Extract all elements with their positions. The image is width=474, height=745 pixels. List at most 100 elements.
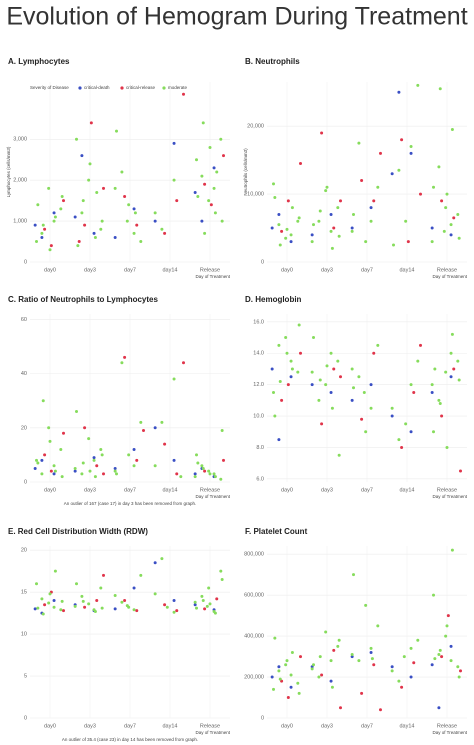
point [457, 378, 461, 382]
y-tick-label: 0 [261, 715, 264, 721]
point [270, 675, 274, 679]
point [449, 659, 453, 663]
point [372, 199, 376, 203]
point [339, 375, 342, 379]
point [201, 121, 205, 125]
point [324, 189, 328, 193]
point [329, 351, 333, 355]
point [445, 624, 449, 628]
point [390, 665, 394, 669]
x-tick-label: day7 [124, 723, 136, 729]
point [310, 233, 314, 237]
x-tick-label: Release [437, 487, 457, 493]
x-tick-label: day3 [84, 267, 96, 273]
x-tick-label: day0 [281, 267, 293, 273]
point [416, 83, 420, 87]
y-tick-label: 400,000 [244, 634, 264, 640]
point [277, 343, 281, 347]
point [449, 644, 453, 648]
point [332, 367, 336, 371]
point [83, 426, 87, 430]
point [172, 377, 176, 381]
point [296, 219, 300, 223]
point [409, 145, 413, 149]
panel-title: D. Hemoglobin [245, 295, 302, 304]
point [40, 472, 44, 476]
point [440, 655, 444, 659]
point [277, 212, 281, 216]
point [160, 420, 164, 424]
point [272, 182, 275, 186]
legend-label: critical-release [126, 85, 156, 90]
point [196, 195, 200, 199]
point [113, 466, 117, 470]
point [290, 206, 294, 210]
y-tick-label: 60 [21, 317, 27, 323]
x-axis-label: Day of Treatment [432, 494, 467, 499]
x-axis-label: Day of Treatment [195, 730, 230, 735]
point [92, 231, 96, 235]
point [220, 578, 224, 582]
point [449, 223, 453, 227]
point [139, 573, 143, 577]
point [450, 332, 454, 336]
point [172, 599, 176, 603]
point [208, 472, 212, 476]
point [445, 192, 449, 196]
point [329, 659, 333, 663]
point [123, 355, 127, 359]
x-axis-label: Day of Treatment [432, 730, 467, 735]
point [93, 475, 97, 479]
point [459, 469, 462, 473]
point [132, 207, 136, 211]
point [329, 229, 333, 233]
point [369, 219, 373, 223]
point [444, 634, 448, 638]
point [76, 244, 80, 248]
point [153, 592, 157, 596]
point [60, 195, 64, 199]
x-tick-label: day0 [44, 723, 56, 729]
legend-swatch [120, 86, 124, 90]
point [48, 248, 52, 252]
point [278, 380, 282, 384]
point [179, 475, 183, 479]
point [83, 223, 87, 227]
y-tick-label: 0 [261, 259, 264, 265]
point [215, 597, 219, 601]
point [289, 375, 293, 379]
panel-title: A. Lymphocytes [8, 57, 70, 66]
point [350, 398, 354, 402]
point [193, 600, 197, 604]
point [336, 644, 340, 648]
point [203, 607, 207, 611]
point [201, 466, 205, 470]
point [324, 383, 328, 387]
x-axis-label: Day of Treatment [195, 494, 230, 499]
point [350, 226, 354, 230]
point [100, 453, 104, 457]
point [123, 599, 127, 603]
point [115, 129, 118, 133]
point [445, 445, 449, 449]
point [416, 359, 420, 363]
point [102, 573, 105, 577]
point [222, 458, 225, 462]
point [200, 219, 204, 223]
point [432, 185, 435, 189]
point [409, 430, 413, 434]
point [339, 706, 342, 710]
point [412, 661, 416, 665]
point [364, 603, 368, 607]
point [286, 383, 290, 387]
point [296, 370, 300, 374]
point [153, 219, 157, 223]
point [182, 92, 185, 96]
point [400, 685, 404, 689]
x-axis-label: Day of Treatment [195, 274, 230, 279]
point [172, 141, 176, 145]
point [43, 453, 47, 457]
point [172, 458, 176, 462]
point [212, 186, 216, 190]
point [397, 168, 401, 172]
